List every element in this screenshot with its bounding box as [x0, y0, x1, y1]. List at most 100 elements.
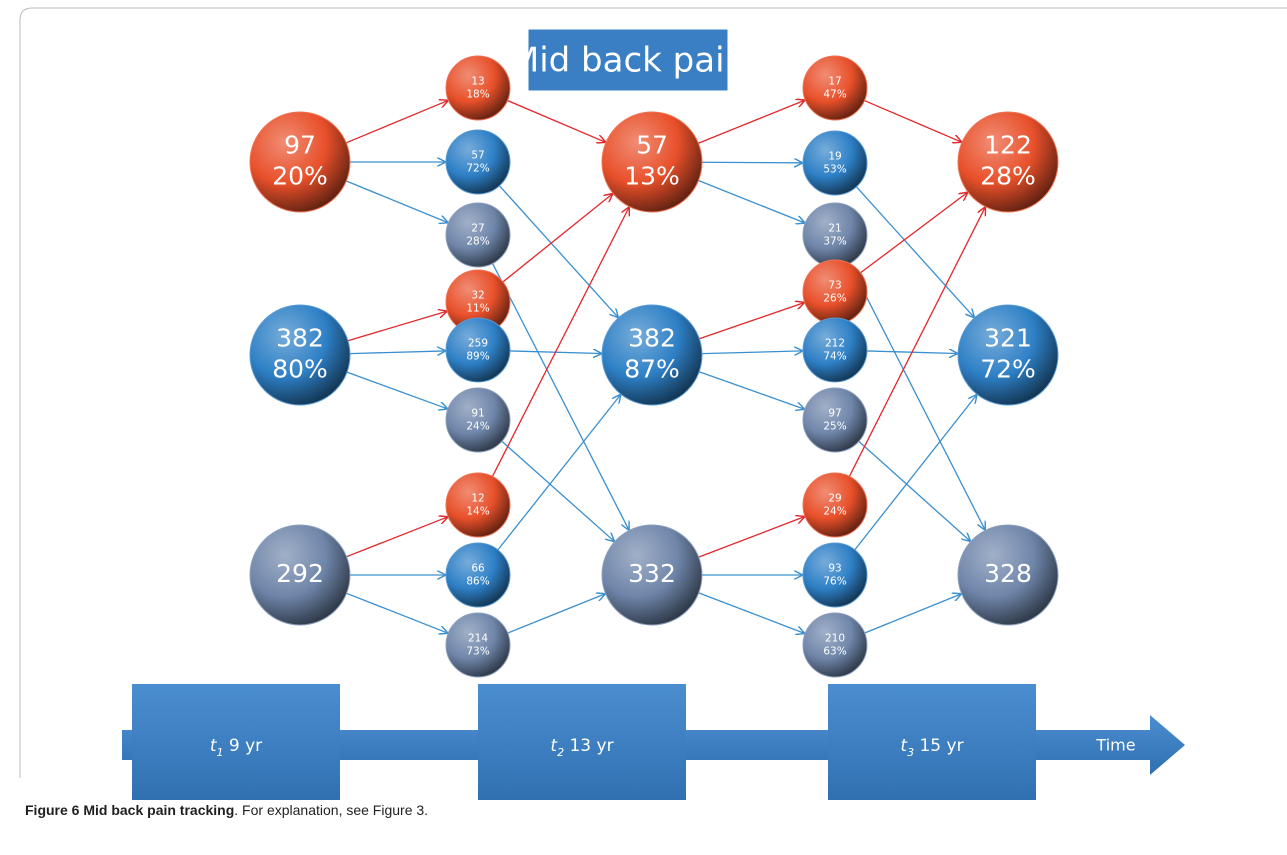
arrow [855, 186, 973, 317]
node-label: 57 [636, 130, 668, 159]
node-label: 72% [980, 355, 1036, 384]
node-circle [957, 304, 1059, 406]
node-circle [802, 542, 868, 608]
arrow [507, 99, 605, 143]
node-circle [445, 472, 511, 538]
node-label: 212 [825, 337, 845, 349]
node-label: 76% [823, 576, 846, 588]
node-label: 73% [466, 646, 489, 658]
arrow [349, 351, 445, 354]
node-label: 93 [828, 562, 841, 574]
node-label: 89% [466, 351, 489, 363]
arrow [491, 263, 629, 529]
arrow [346, 180, 447, 223]
arrow [699, 303, 804, 340]
node-circle [445, 612, 511, 678]
node-label: 214 [468, 632, 488, 644]
arrow [502, 194, 612, 283]
node: 328 [957, 524, 1059, 626]
stage-box [828, 684, 1036, 800]
edges [345, 99, 985, 634]
node-circle [445, 387, 511, 453]
node-label: 63% [823, 646, 846, 658]
arrow [860, 193, 968, 274]
title-box [525, 26, 731, 94]
node-label: 97 [828, 407, 841, 419]
node-label: 72% [466, 163, 489, 175]
caption-text: . For explanation, see Figure 3. [234, 802, 429, 818]
stage-label: t3 15 yr [900, 736, 963, 759]
stage-letter: t [550, 736, 558, 756]
arrow [864, 99, 961, 142]
node-label: 210 [825, 632, 845, 644]
node-label: 26% [823, 293, 846, 305]
stage-box [132, 684, 340, 800]
node-label: 73 [828, 279, 841, 291]
stage-label: t2 13 yr [550, 736, 613, 759]
node-label: 86% [466, 576, 489, 588]
stage-text: 13 yr [569, 736, 613, 756]
node-label: 32 [471, 289, 484, 301]
node-label: 382 [628, 323, 676, 352]
frame [19, 7, 1287, 778]
node-circle [249, 111, 351, 213]
arrow [701, 351, 802, 354]
arrow [848, 263, 985, 530]
node-label: 80% [272, 355, 328, 384]
arrow [854, 395, 977, 551]
node-circle [601, 111, 703, 213]
arrow [501, 440, 614, 541]
arrow [698, 371, 804, 409]
node: 332 [601, 524, 703, 626]
node-label: 18% [466, 89, 489, 101]
title: Mid back pain [510, 41, 746, 81]
arrow [491, 207, 628, 477]
arrow [347, 311, 446, 342]
arrow [848, 208, 985, 477]
time-label: Time [1095, 736, 1135, 755]
arrow [698, 592, 804, 633]
node-label: 24% [466, 421, 489, 433]
stage-label: t1 9 yr [210, 736, 262, 759]
node-circle [957, 111, 1059, 213]
stage-letter: t [900, 736, 908, 756]
diagram: Mid back pain 9720%38280%2921318%5772%27… [19, 7, 1287, 800]
node-label: 37% [823, 236, 846, 248]
arrow [698, 179, 804, 223]
node-label: 19 [828, 150, 841, 162]
node-circle [957, 524, 1059, 626]
node-label: 97 [284, 130, 316, 159]
node-label: 292 [276, 559, 324, 588]
node-label: 53% [823, 164, 846, 176]
arrow [346, 371, 447, 409]
node-label: 57 [471, 149, 484, 161]
node-label: 27 [471, 222, 484, 234]
stage-text: 15 yr [919, 736, 963, 756]
arrow [858, 440, 970, 541]
stage-text: 9 yr [229, 736, 262, 756]
node-circle [802, 55, 868, 121]
arrow [346, 592, 448, 633]
node-label: 91 [471, 407, 484, 419]
stage-sub: 3 [907, 746, 914, 759]
node-label: 122 [984, 130, 1032, 159]
node-label: 328 [984, 559, 1032, 588]
node-circle [249, 304, 351, 406]
arrow [864, 594, 961, 634]
arrow [507, 594, 605, 634]
